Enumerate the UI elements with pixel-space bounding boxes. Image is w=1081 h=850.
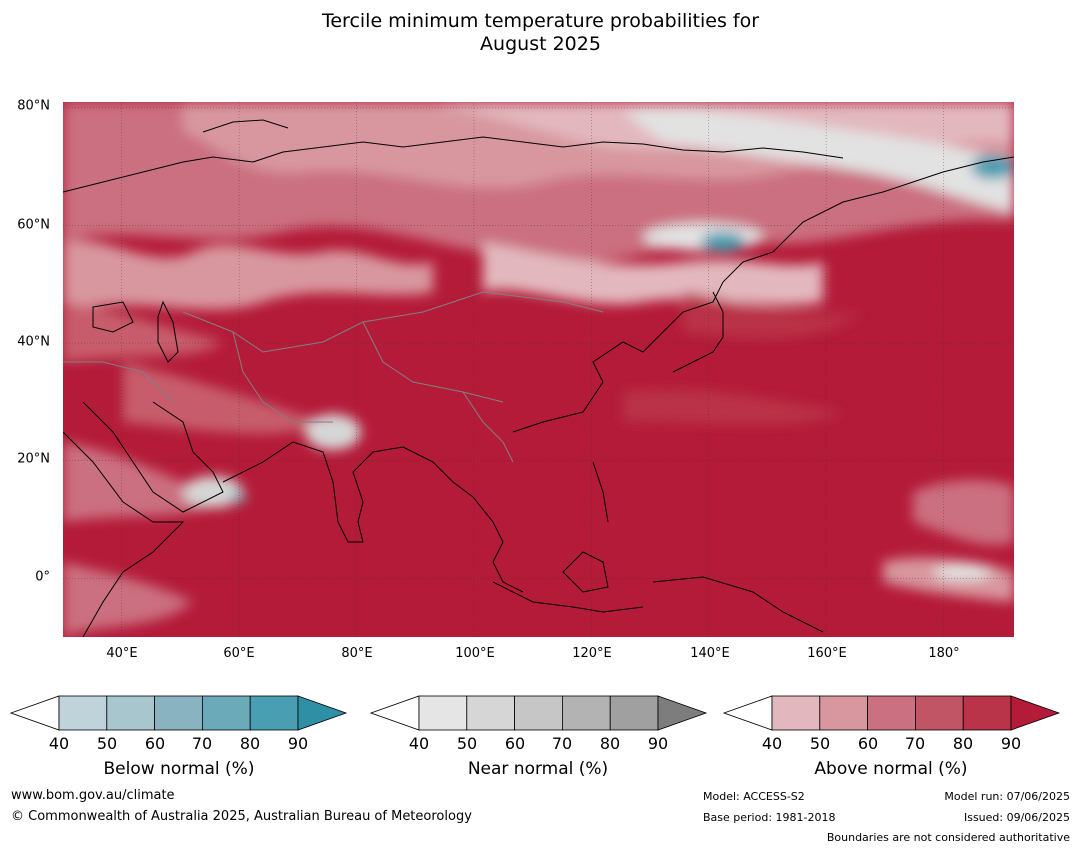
colorbar-segment (914, 695, 964, 731)
graticule (63, 102, 1014, 637)
colorbar-segment (771, 695, 821, 731)
colorbar-segment (201, 695, 251, 731)
colorbar-segment (867, 695, 916, 731)
colorbar-label-above: Above normal (%) (814, 759, 968, 779)
colorbar-segment (819, 695, 869, 731)
lon-label-140e: 140°E (690, 646, 730, 661)
colorbar-near-max-extension (657, 695, 708, 731)
colorbar-segment (249, 695, 299, 731)
map-canvas (63, 102, 1014, 637)
lon-label-40e: 40°E (106, 646, 138, 661)
tick-above-40: 40 (761, 734, 783, 753)
title-line-2: August 2025 (480, 33, 601, 55)
lat-label-60n: 60°N (17, 217, 50, 233)
title-line-1: Tercile minimum temperature probabilitie… (321, 10, 760, 32)
colorbar-label-near: Near normal (%) (467, 759, 609, 779)
lon-label-120e: 120°E (572, 646, 612, 661)
colorbar-label-below: Below normal (%) (103, 759, 255, 779)
tick-above-70: 70 (904, 734, 926, 753)
colorbar-above-max-extension (1010, 695, 1061, 731)
footer-model-run: Model run: 07/06/2025 (944, 790, 1070, 803)
colorbar-segment (58, 695, 108, 731)
tick-above-60: 60 (857, 734, 879, 753)
footer-disclaimer: Boundaries are not considered authoritat… (826, 831, 1070, 844)
tick-near-70: 70 (551, 734, 573, 753)
tick-below-70: 70 (191, 734, 213, 753)
tick-near-80: 80 (599, 734, 621, 753)
colorbar-near-normal (370, 695, 708, 731)
colorbar-below-normal (10, 695, 348, 731)
lon-label-100e: 100°E (455, 646, 495, 661)
colorbar-above-min-extension (723, 695, 773, 731)
lat-label-80n: 80°N (17, 98, 50, 114)
borders (63, 291, 604, 463)
lon-label-180: 180° (928, 646, 960, 661)
footer-base-period: Base period: 1981-2018 (703, 811, 836, 824)
tick-above-90: 90 (1000, 734, 1022, 753)
colorbar-segment (466, 695, 516, 731)
lon-label-80e: 80°E (341, 646, 373, 661)
footer-issued: Issued: 09/06/2025 (963, 811, 1070, 824)
chart-title: Tercile minimum temperature probabilitie… (0, 10, 1081, 56)
footer-model: Model: ACCESS-S2 (703, 790, 805, 803)
tick-near-40: 40 (408, 734, 430, 753)
colorbar-below-max-extension (297, 695, 348, 731)
colorbar-segment (561, 695, 611, 731)
tick-below-60: 60 (144, 734, 166, 753)
colorbar-segment (962, 695, 1012, 731)
tick-above-80: 80 (952, 734, 974, 753)
lon-label-160e: 160°E (807, 646, 847, 661)
colorbar-segment (418, 695, 468, 731)
tick-below-50: 50 (96, 734, 118, 753)
lat-label-40n: 40°N (17, 334, 50, 350)
colorbar-segment (154, 695, 203, 731)
tick-below-40: 40 (48, 734, 70, 753)
colorbar-above-normal (723, 695, 1061, 731)
probability-map (63, 102, 1014, 637)
colorbar-segment (609, 695, 659, 731)
colorbar-segment (106, 695, 156, 731)
tick-below-80: 80 (239, 734, 261, 753)
coastlines (63, 119, 1014, 637)
footer-copyright: © Commonwealth of Australia 2025, Austra… (11, 809, 472, 824)
tick-near-90: 90 (647, 734, 669, 753)
colorbar-near-min-extension (370, 695, 420, 731)
colorbar-segment (514, 695, 563, 731)
probability-fields (63, 102, 1014, 637)
lon-label-60e: 60°E (223, 646, 255, 661)
lat-label-20n: 20°N (17, 451, 50, 467)
tick-above-50: 50 (809, 734, 831, 753)
colorbar-below-min-extension (10, 695, 60, 731)
tick-near-50: 50 (456, 734, 478, 753)
footer-website: www.bom.gov.au/climate (11, 788, 175, 803)
tick-near-60: 60 (504, 734, 526, 753)
tick-below-90: 90 (287, 734, 309, 753)
lat-label-0: 0° (35, 569, 50, 585)
